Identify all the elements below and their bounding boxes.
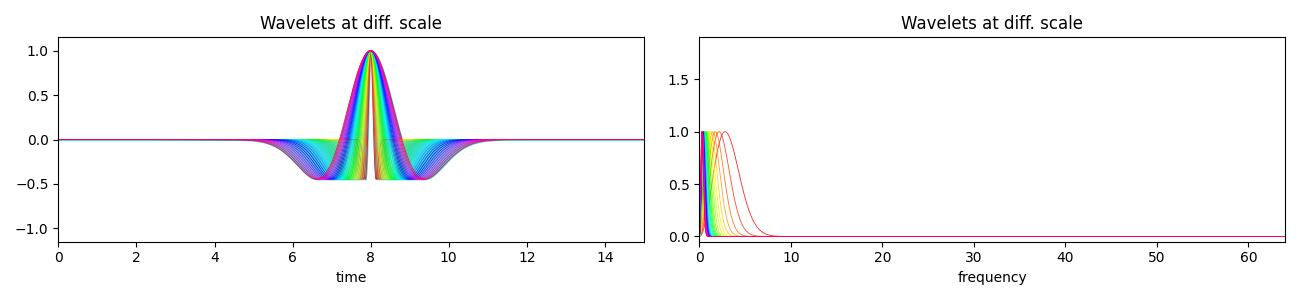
X-axis label: time: time <box>335 271 367 285</box>
X-axis label: frequency: frequency <box>957 271 1027 285</box>
Title: Wavelets at diff. scale: Wavelets at diff. scale <box>260 15 442 33</box>
Title: Wavelets at diff. scale: Wavelets at diff. scale <box>901 15 1083 33</box>
